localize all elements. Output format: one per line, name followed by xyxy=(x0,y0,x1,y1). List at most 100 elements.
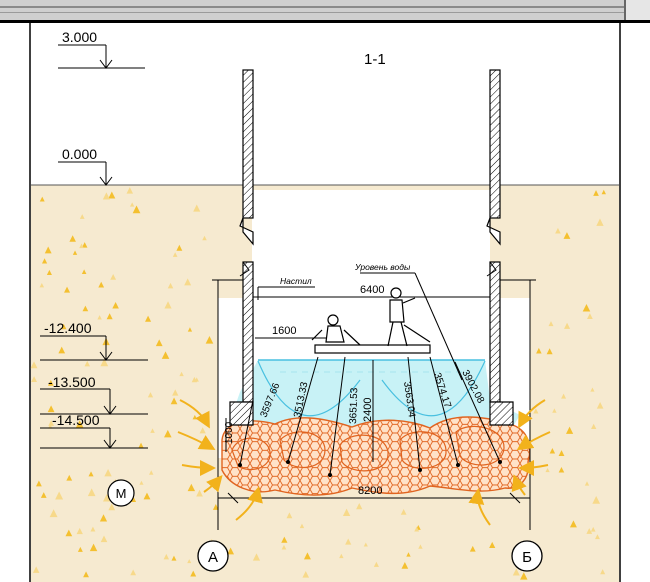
soil-speckle xyxy=(590,387,595,392)
radial-rod xyxy=(454,361,501,463)
soil-speckle xyxy=(563,232,571,239)
soil-speckle xyxy=(569,520,577,528)
soil-speckle xyxy=(363,542,368,547)
soil-speckle xyxy=(418,544,423,549)
soil-speckle xyxy=(170,397,178,405)
soil-speckle xyxy=(546,348,553,355)
soil-speckle xyxy=(299,523,305,529)
radial-rod xyxy=(407,356,421,471)
level-marker-12400: -12.400 xyxy=(40,320,148,361)
soil-speckle xyxy=(81,269,87,274)
section-title: 1-1 xyxy=(364,51,386,68)
soil-speckle xyxy=(373,561,379,567)
soil-speckle xyxy=(489,541,496,549)
soil-speckle xyxy=(112,301,119,309)
soil-speckle xyxy=(81,242,88,248)
soil-speckle xyxy=(582,304,591,312)
window-corner-button[interactable] xyxy=(624,0,650,20)
water-level-callout: Уровень воды xyxy=(354,262,411,272)
radial-rods xyxy=(238,356,502,477)
left-sheet-pile xyxy=(229,69,254,426)
worker-standing-icon xyxy=(387,287,431,347)
soil-speckle xyxy=(303,552,311,560)
soil-speckle xyxy=(143,492,151,500)
soil-speckle xyxy=(187,559,192,564)
soil-speckle xyxy=(167,282,174,289)
axis-label-a: А xyxy=(208,549,218,566)
soil-speckle xyxy=(558,466,565,473)
radial-rod xyxy=(329,356,346,476)
level-marker-0000: 0.000 xyxy=(58,146,113,186)
soil-speckle xyxy=(77,546,83,552)
soil-mark-label: М xyxy=(116,486,127,501)
soil-speckle xyxy=(172,389,179,396)
level-marker-13500: -13.500 xyxy=(40,374,148,415)
soil-speckle xyxy=(533,408,539,414)
soil-speckle xyxy=(108,191,116,199)
soil-speckle xyxy=(281,536,288,543)
soil-speckle xyxy=(512,568,520,576)
soil-speckle xyxy=(548,321,554,327)
soil-speckle xyxy=(36,480,42,487)
soil-speckle xyxy=(176,244,183,251)
soil-speckle xyxy=(108,503,116,511)
soil-speckle xyxy=(558,450,565,456)
soil-speckle xyxy=(161,351,170,359)
soil-speckle xyxy=(149,470,154,475)
svg-text:-14.500: -14.500 xyxy=(52,412,100,428)
soil-speckle xyxy=(64,286,71,293)
rod-anchor xyxy=(328,473,332,477)
soil-speckle xyxy=(47,424,53,429)
soil-speckle xyxy=(591,423,597,430)
soil-speckle xyxy=(187,327,193,332)
dim-1600-label: 1600 xyxy=(272,325,296,337)
level-marker-14500: -14.500 xyxy=(40,412,148,449)
soil-speckle xyxy=(286,512,293,519)
soil-speckle xyxy=(126,187,134,194)
soil-speckle xyxy=(164,301,172,309)
soil-speckle xyxy=(40,492,47,498)
soil-speckle xyxy=(58,346,66,354)
soil-speckle xyxy=(401,561,409,569)
axis-bubble-a xyxy=(197,540,229,572)
soil-speckle xyxy=(79,214,85,219)
soil-speckle xyxy=(172,252,178,257)
soil-speckle xyxy=(47,405,55,413)
soil-speckle xyxy=(44,246,52,254)
soil-speckle xyxy=(106,313,113,320)
soil-speckle xyxy=(545,467,550,473)
rod-anchor xyxy=(286,460,290,464)
rod-anchor xyxy=(456,463,460,467)
soil-speckle xyxy=(593,190,599,196)
soil-speckle xyxy=(110,273,117,280)
soil-speckle xyxy=(32,566,40,573)
soil-speckle xyxy=(552,408,557,413)
soil-speckle xyxy=(39,282,45,288)
soil-speckle xyxy=(339,553,344,559)
soil-speckle xyxy=(596,402,604,409)
soil-speckle xyxy=(100,535,108,543)
soil-speckle xyxy=(520,572,528,580)
soil-speckle xyxy=(65,529,73,537)
soil-speckle xyxy=(46,269,52,276)
soil-speckle xyxy=(130,569,137,576)
soil-speckle xyxy=(586,528,593,534)
soil-speckle xyxy=(90,526,96,532)
soil-speckle xyxy=(104,468,112,477)
soil-speckle xyxy=(227,547,235,555)
soil-speckle xyxy=(47,379,54,386)
soil-speckle xyxy=(147,392,154,398)
soil-pressure-arrows xyxy=(177,399,551,526)
soil-speckle xyxy=(100,358,109,367)
soil-speckle xyxy=(150,428,155,433)
soil-speckles xyxy=(30,187,606,580)
soil-speckle xyxy=(252,553,261,561)
dim-8200-label: 8200 xyxy=(358,485,382,497)
axis-label-b: Б xyxy=(522,549,532,566)
soil-speckle xyxy=(549,448,556,454)
soil-speckle xyxy=(138,442,144,448)
soil-speckle xyxy=(199,427,206,434)
soil-speckle xyxy=(345,538,352,545)
radial-rod xyxy=(287,356,319,463)
axis-bubble-b xyxy=(511,540,543,572)
